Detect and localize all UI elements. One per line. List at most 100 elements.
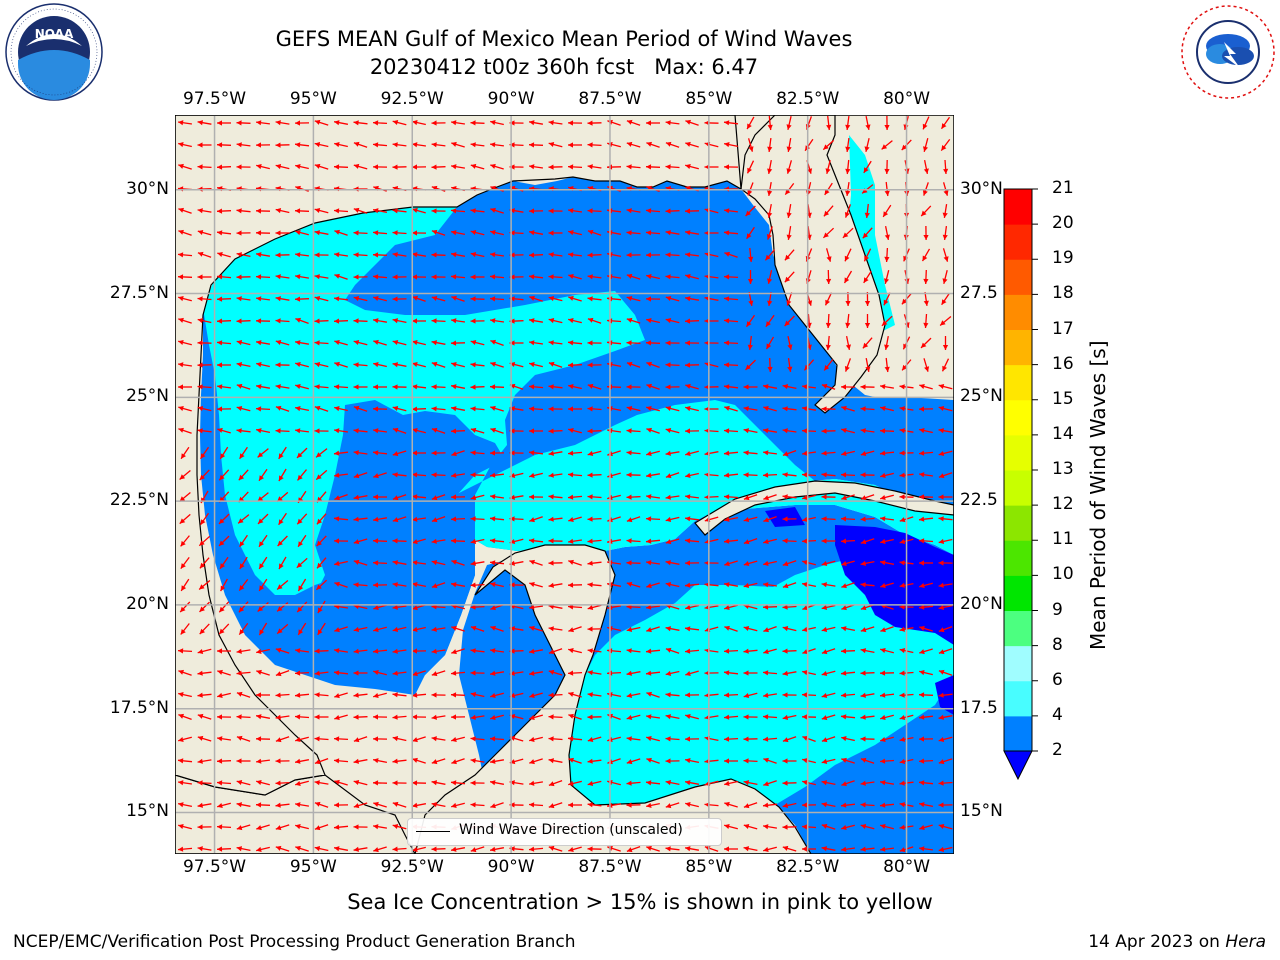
wind-arrow (198, 535, 211, 547)
wind-arrow (372, 780, 388, 786)
wind-arrow (275, 208, 290, 214)
wind-arrow (762, 384, 778, 390)
wind-arrow (743, 758, 758, 764)
wind-arrow (860, 780, 875, 786)
wind-arrow (372, 406, 388, 412)
wind-arrow (645, 252, 661, 258)
wind-arrow (587, 494, 602, 500)
wind-arrow (845, 138, 851, 152)
wind-arrow (373, 801, 387, 808)
wind-arrow (236, 824, 251, 831)
wind-arrow (353, 538, 368, 545)
colorbar-tick-label: 11 (1052, 529, 1074, 550)
wind-arrow (938, 846, 953, 852)
wind-arrow (919, 824, 933, 830)
wind-arrow (334, 340, 348, 346)
wind-arrow (256, 296, 270, 302)
wind-arrow (821, 692, 836, 698)
wind-arrow (529, 758, 543, 765)
wind-arrow (645, 230, 661, 236)
wind-arrow (431, 692, 446, 698)
wind-arrow (841, 428, 855, 434)
wind-arrow (684, 758, 700, 764)
wind-arrow (177, 252, 193, 258)
wind-arrow (275, 647, 290, 654)
wind-arrow (685, 141, 699, 148)
lon-tick-label-top: 90°W (487, 89, 535, 109)
colorbar-tick-label: 15 (1052, 388, 1074, 409)
wind-arrow (411, 692, 427, 698)
wind-arrow (918, 802, 934, 808)
wind-arrow (236, 691, 251, 698)
wind-arrow (528, 450, 544, 456)
wind-arrow (412, 538, 426, 545)
wind-arrow (217, 692, 231, 698)
colorbar-segment (1004, 540, 1032, 576)
wind-arrow (450, 384, 466, 390)
lon-tick-label-bottom: 95°W (289, 857, 337, 877)
legend-line-icon (416, 831, 450, 832)
wind-arrow (295, 164, 309, 170)
wind-arrow (470, 604, 485, 610)
wind-arrow (723, 296, 739, 302)
gulf-water-cyan (203, 205, 954, 815)
wind-arrow (919, 648, 933, 655)
wind-arrow (685, 670, 699, 676)
wind-arrow (587, 758, 602, 764)
wind-arrow (470, 230, 485, 236)
wind-arrow (923, 159, 929, 175)
wind-arrow (938, 780, 953, 786)
wind-arrow (490, 163, 504, 170)
wind-arrow (258, 468, 268, 482)
noaa-logo-icon: NOAA (5, 3, 103, 101)
wind-arrow (782, 472, 797, 478)
wind-arrow (529, 340, 543, 346)
wind-arrow (294, 802, 310, 808)
wind-arrow (587, 692, 602, 698)
wind-arrow (275, 318, 290, 324)
wind-arrow (645, 340, 661, 346)
wind-arrow (587, 362, 602, 368)
wind-arrow (567, 120, 583, 126)
wind-arrow (626, 538, 641, 544)
wind-arrow (490, 405, 504, 412)
wind-arrow (841, 450, 855, 456)
wind-arrow (450, 164, 466, 170)
wind-arrow (372, 318, 388, 324)
wind-arrow (256, 758, 270, 764)
wind-arrow (470, 516, 485, 522)
wind-arrow (880, 648, 894, 654)
wind-arrow (392, 406, 407, 412)
wind-arrow (587, 296, 602, 302)
wind-arrow (489, 274, 505, 280)
wind-arrow (626, 516, 641, 523)
wind-arrow (411, 802, 427, 808)
wind-arrow (450, 582, 466, 588)
wind-arrow (509, 780, 524, 786)
wind-arrow (372, 142, 388, 148)
wind-arrow (548, 626, 563, 632)
wind-arrow (450, 846, 466, 852)
wind-arrow (353, 274, 368, 280)
wind-arrow (782, 516, 797, 522)
sea-ice-note: Sea Ice Concentration > 15% is shown in … (347, 890, 933, 914)
wind-arrow (646, 626, 660, 633)
wind-arrow (294, 670, 310, 676)
colorbar-label: Mean Period of Wind Waves [s] (1086, 340, 1110, 650)
wind-arrow (762, 472, 778, 478)
wind-arrow (257, 513, 269, 525)
wind-arrow (451, 625, 465, 632)
wind-arrow (626, 581, 641, 588)
wind-arrow (938, 692, 953, 698)
wind-arrow (919, 472, 933, 478)
lon-tick-label-bottom: 87.5°W (578, 857, 642, 877)
legend-label: Wind Wave Direction (unscaled) (459, 822, 683, 838)
wind-arrow (177, 758, 193, 764)
colorbar-segment (1004, 715, 1032, 752)
wind-arrow (197, 296, 212, 302)
wind-arrow (236, 120, 251, 126)
wind-arrow (568, 802, 582, 808)
colorbar-segment (1004, 259, 1032, 295)
wind-arrow (938, 472, 953, 479)
wind-arrow (723, 494, 739, 500)
